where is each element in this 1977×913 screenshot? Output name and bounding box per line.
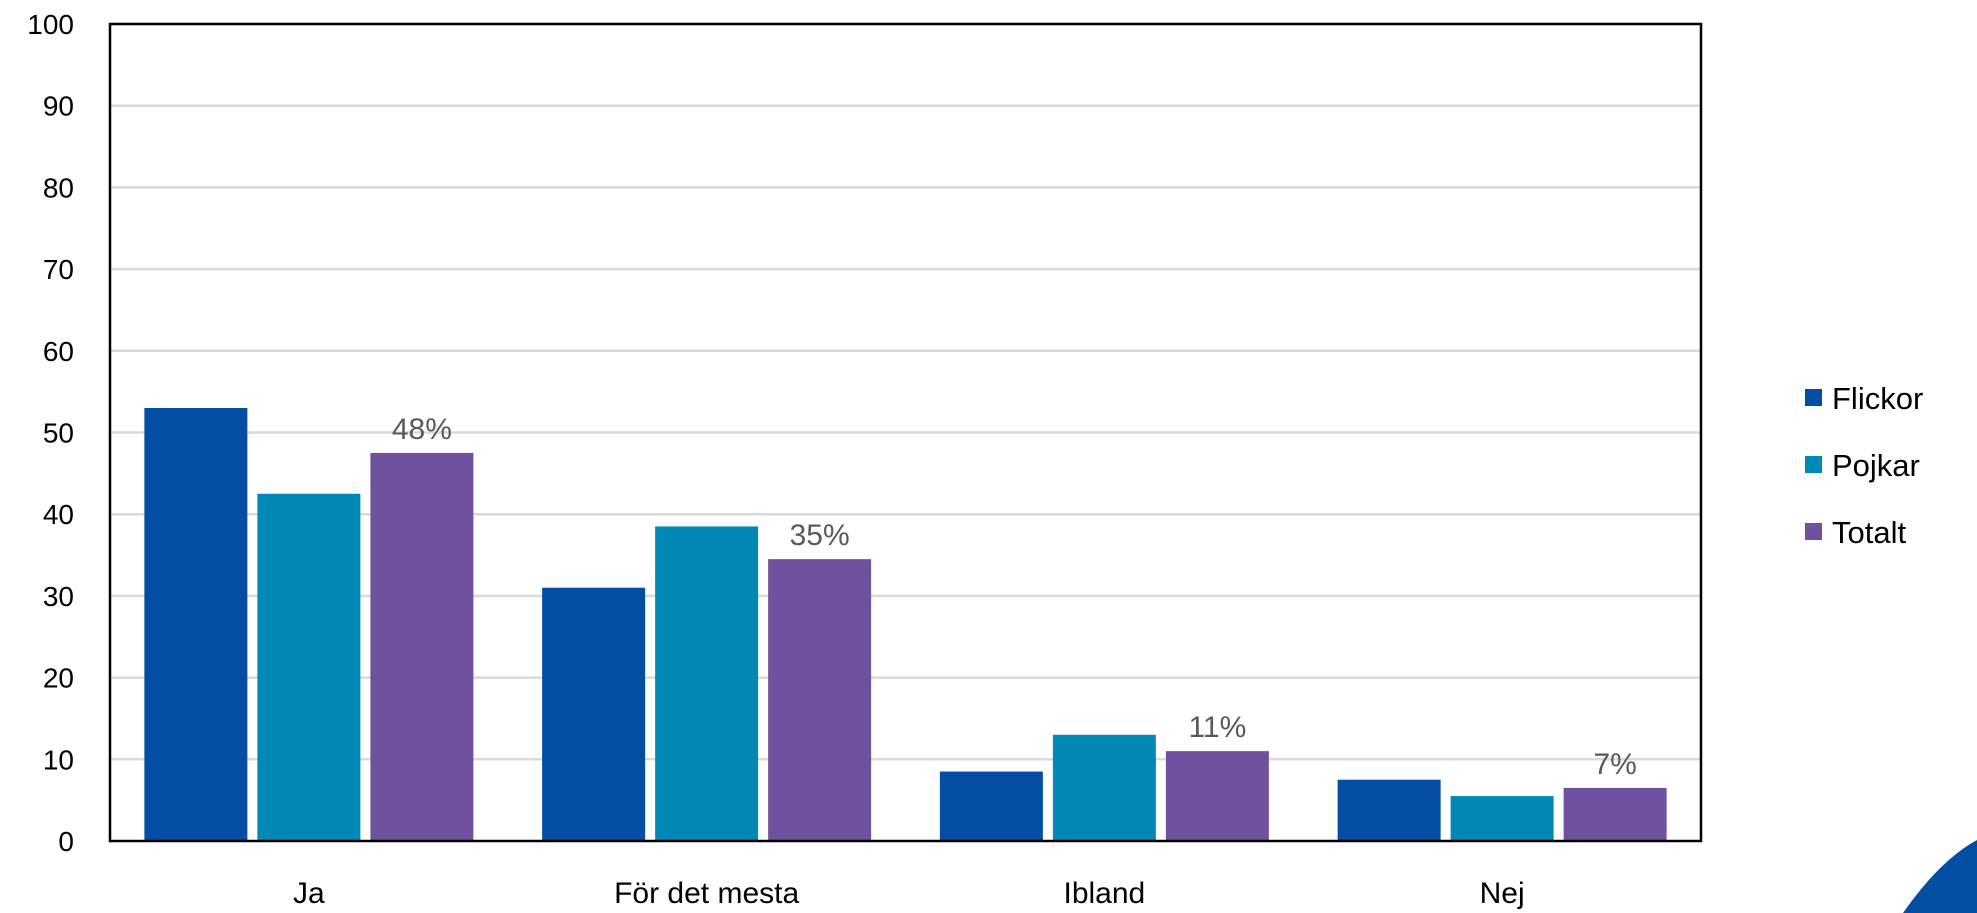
data-labels: 48% 35% 11% 7% xyxy=(392,413,1637,781)
y-tick-label: 100 xyxy=(27,9,74,40)
bar-pojkar-2 xyxy=(1052,734,1156,841)
bar-totalt-1 xyxy=(768,559,872,841)
y-tick-label: 0 xyxy=(58,826,74,857)
bar-flickor-1 xyxy=(542,587,646,841)
bar-pojkar-0 xyxy=(257,493,361,841)
bar-totalt-3 xyxy=(1563,787,1667,841)
bar-totalt-2 xyxy=(1165,751,1269,841)
x-category-label: För det mesta xyxy=(614,877,799,910)
bars xyxy=(144,407,1667,841)
x-category-label: Ja xyxy=(293,877,325,910)
y-tick-label: 80 xyxy=(43,172,74,203)
y-tick-label: 20 xyxy=(43,663,74,694)
x-category-label: Ibland xyxy=(1064,877,1146,910)
legend-label-flickor: Flickor xyxy=(1832,381,1923,416)
bar-pojkar-3 xyxy=(1450,796,1554,841)
y-tick-label: 70 xyxy=(43,254,74,285)
legend-swatch-flickor xyxy=(1805,389,1822,406)
bar-flickor-2 xyxy=(939,771,1043,841)
corner-accent-shape xyxy=(1903,840,1977,913)
plot-frame xyxy=(108,22,1703,843)
bar-flickor-0 xyxy=(144,407,248,841)
data-label: 35% xyxy=(790,519,850,552)
bar-pojkar-1 xyxy=(655,526,759,841)
bar-flickor-3 xyxy=(1337,779,1441,841)
legend-label-pojkar: Pojkar xyxy=(1832,448,1920,483)
data-label: 11% xyxy=(1188,711,1246,744)
y-tick-label: 30 xyxy=(43,581,74,612)
y-tick-label: 40 xyxy=(43,499,74,530)
x-axis-labels: Ja För det mesta Ibland Nej xyxy=(293,877,1525,910)
bar-totalt-0 xyxy=(370,452,474,841)
y-axis-ticks: 0 10 20 30 40 50 60 70 80 90 100 xyxy=(27,9,74,857)
x-category-label: Nej xyxy=(1480,877,1525,910)
y-tick-label: 50 xyxy=(43,418,74,449)
data-label: 7% xyxy=(1593,748,1636,781)
legend-swatch-pojkar xyxy=(1805,456,1822,473)
legend-swatch-totalt xyxy=(1805,523,1822,540)
y-tick-label: 10 xyxy=(43,744,74,775)
data-label: 48% xyxy=(392,413,452,446)
y-tick-label: 90 xyxy=(43,91,74,122)
y-tick-label: 60 xyxy=(43,336,74,367)
legend: Flickor Pojkar Totalt xyxy=(1805,381,1923,550)
legend-label-totalt: Totalt xyxy=(1832,515,1906,550)
